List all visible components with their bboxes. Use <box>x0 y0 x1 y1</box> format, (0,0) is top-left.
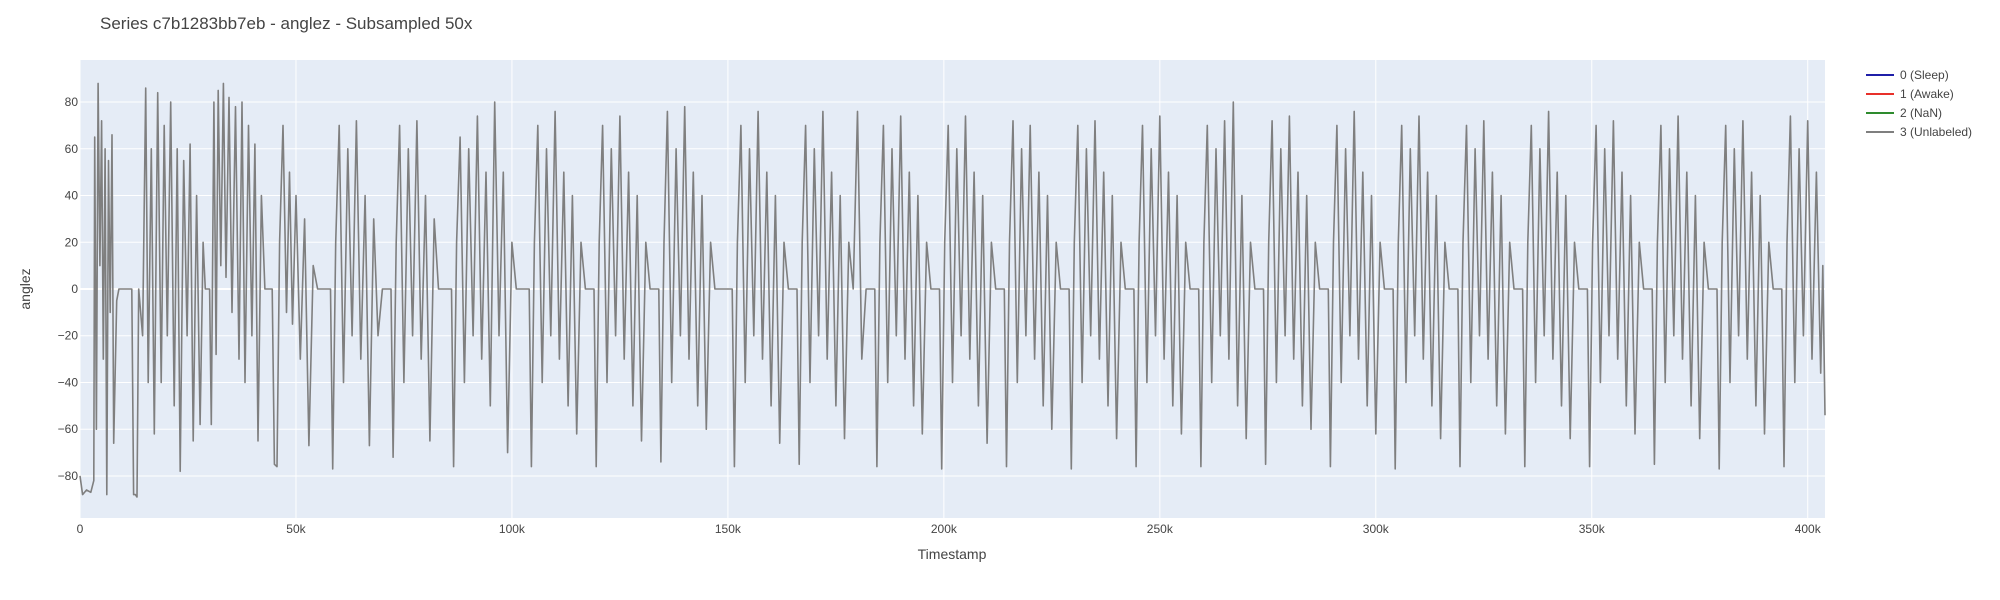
x-tick-label: 50k <box>286 522 306 536</box>
y-tick-label: −40 <box>58 375 79 389</box>
legend-label: 0 (Sleep) <box>1900 68 1949 82</box>
legend: 0 (Sleep) 1 (Awake) 2 (NaN) 3 (Unlabeled) <box>1866 68 1972 139</box>
legend-label: 2 (NaN) <box>1900 106 1942 120</box>
x-tick-label: 200k <box>931 522 958 536</box>
x-tick-label: 350k <box>1579 522 1606 536</box>
y-tick-label: 20 <box>65 235 79 249</box>
x-axis-ticks: 0 50k 100k 150k 200k 250k 300k 350k 400k <box>77 522 1822 536</box>
y-axis-ticks: 80 60 40 20 0 −20 −40 −60 −80 <box>58 95 79 483</box>
y-tick-label: −80 <box>58 469 79 483</box>
series-line-0[interactable] <box>79 82 1826 498</box>
x-axis-title: Timestamp <box>918 546 987 562</box>
legend-item[interactable]: 0 (Sleep) <box>1866 68 1949 82</box>
y-axis-title: anglez <box>17 268 33 309</box>
x-tick-label: 150k <box>715 522 742 536</box>
legend-item[interactable]: 2 (NaN) <box>1866 106 1942 120</box>
y-tick-label: 0 <box>71 282 78 296</box>
series-group <box>79 82 1826 498</box>
y-tick-label: −20 <box>58 329 79 343</box>
x-tick-label: 100k <box>499 522 526 536</box>
x-tick-label: 400k <box>1795 522 1822 536</box>
y-tick-label: 80 <box>65 95 79 109</box>
chart-title: Series c7b1283bb7eb - anglez - Subsample… <box>100 14 473 33</box>
y-tick-label: −60 <box>58 422 79 436</box>
y-tick-label: 60 <box>65 142 79 156</box>
legend-label: 3 (Unlabeled) <box>1900 125 1972 139</box>
x-tick-label: 250k <box>1147 522 1174 536</box>
x-tick-label: 300k <box>1363 522 1390 536</box>
y-tick-label: 40 <box>65 189 79 203</box>
legend-label: 1 (Awake) <box>1900 87 1954 101</box>
legend-item[interactable]: 1 (Awake) <box>1866 87 1954 101</box>
x-tick-label: 0 <box>77 522 84 536</box>
legend-item[interactable]: 3 (Unlabeled) <box>1866 125 1972 139</box>
